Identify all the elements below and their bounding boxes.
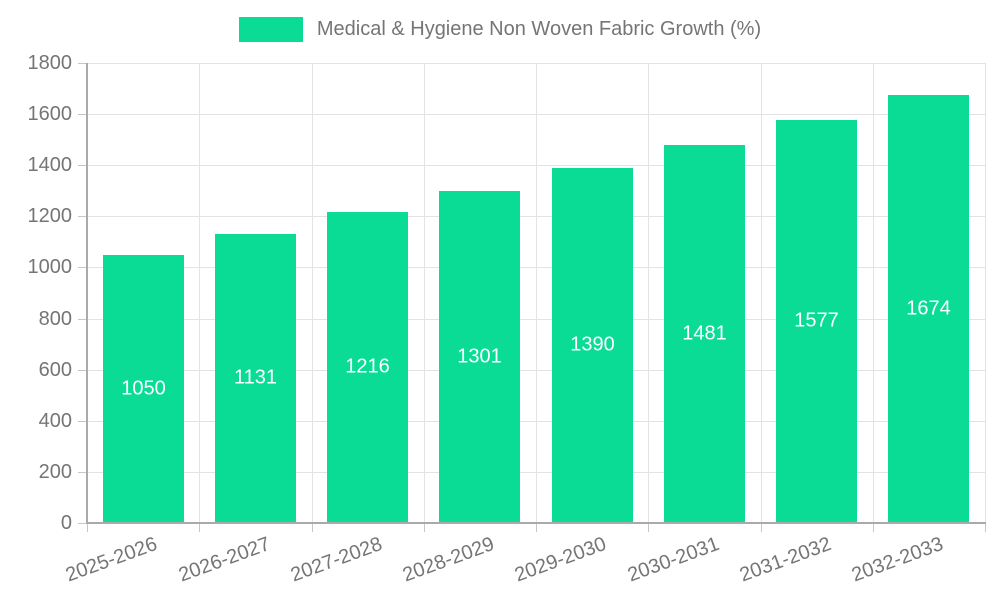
x-axis-tick-label: 2032-2033	[848, 533, 947, 587]
bar-value-label: 1390	[570, 333, 615, 356]
x-axis-tick	[873, 523, 874, 532]
bar[interactable]: 1131	[215, 234, 296, 522]
bar[interactable]: 1050	[103, 255, 184, 522]
bar-value-label: 1131	[233, 366, 277, 389]
y-axis-tick-label: 1200	[27, 205, 73, 227]
x-axis-tick	[424, 523, 425, 532]
y-axis-tick	[78, 267, 87, 268]
bar-value-label: 1674	[906, 297, 951, 319]
x-gridline	[312, 63, 313, 523]
y-axis-tick	[78, 216, 87, 217]
x-axis-tick-label: 2028-2029	[399, 533, 498, 587]
y-axis-tick-label: 1000	[27, 256, 73, 278]
y-axis-tick	[78, 370, 87, 371]
x-axis-tick-label: 2025-2026	[63, 533, 161, 587]
legend-label: Medical & Hygiene Non Woven Fabric Growt…	[316, 18, 762, 40]
x-gridline	[873, 63, 874, 523]
x-axis-tick	[985, 523, 986, 532]
legend-swatch-icon	[238, 17, 303, 42]
y-axis-tick-label: 600	[38, 359, 72, 381]
bar[interactable]: 1216	[327, 212, 408, 522]
y-axis-tick	[78, 63, 87, 64]
y-axis-tick-label: 800	[38, 308, 72, 330]
x-axis-tick-label: 2031-2032	[736, 533, 835, 587]
x-axis-tick-label: 2029-2030	[512, 533, 610, 587]
bar[interactable]: 1390	[552, 168, 633, 522]
x-axis-tick	[312, 523, 313, 532]
y-axis-line	[86, 63, 88, 523]
x-axis-tick	[87, 523, 88, 532]
y-axis-tick-label: 400	[38, 410, 72, 432]
bar-value-label: 1216	[345, 355, 390, 378]
x-axis-tick	[199, 523, 200, 532]
bar-value-label: 1577	[794, 309, 839, 332]
bar[interactable]: 1674	[888, 95, 969, 522]
x-axis-tick-label: 2027-2028	[287, 533, 386, 587]
y-axis-tick-label: 200	[38, 461, 72, 483]
x-axis-tick	[536, 523, 537, 532]
y-axis-tick	[78, 114, 87, 115]
legend[interactable]: Medical & Hygiene Non Woven Fabric Growt…	[0, 17, 1000, 42]
x-axis-tick-label: 2030-2031	[624, 533, 722, 587]
x-axis-tick-label: 2026-2027	[175, 533, 273, 587]
y-axis-tick	[78, 319, 87, 320]
x-gridline	[985, 63, 986, 523]
x-gridline	[199, 63, 200, 523]
y-axis-tick-label: 1400	[27, 154, 73, 176]
x-gridline	[424, 63, 425, 523]
x-gridline	[536, 63, 537, 523]
bar-value-label: 1481	[682, 322, 727, 344]
y-axis-tick	[78, 165, 87, 166]
x-gridline	[761, 63, 762, 523]
x-gridline	[648, 63, 649, 523]
y-axis-tick	[78, 421, 87, 422]
bar[interactable]: 1481	[664, 145, 745, 522]
x-axis-tick	[761, 523, 762, 532]
y-axis-tick-label: 1600	[27, 103, 73, 125]
x-axis-tick	[648, 523, 649, 532]
y-axis-tick-label: 0	[60, 512, 72, 534]
y-axis-tick	[78, 523, 87, 524]
bar[interactable]: 1301	[439, 191, 520, 522]
x-axis-line	[86, 522, 986, 524]
y-axis-tick-label: 1800	[27, 52, 73, 74]
bar-value-label: 1050	[121, 377, 166, 399]
bar[interactable]: 1577	[776, 120, 857, 522]
y-axis-tick	[78, 472, 87, 473]
bar-value-label: 1301	[457, 345, 502, 367]
